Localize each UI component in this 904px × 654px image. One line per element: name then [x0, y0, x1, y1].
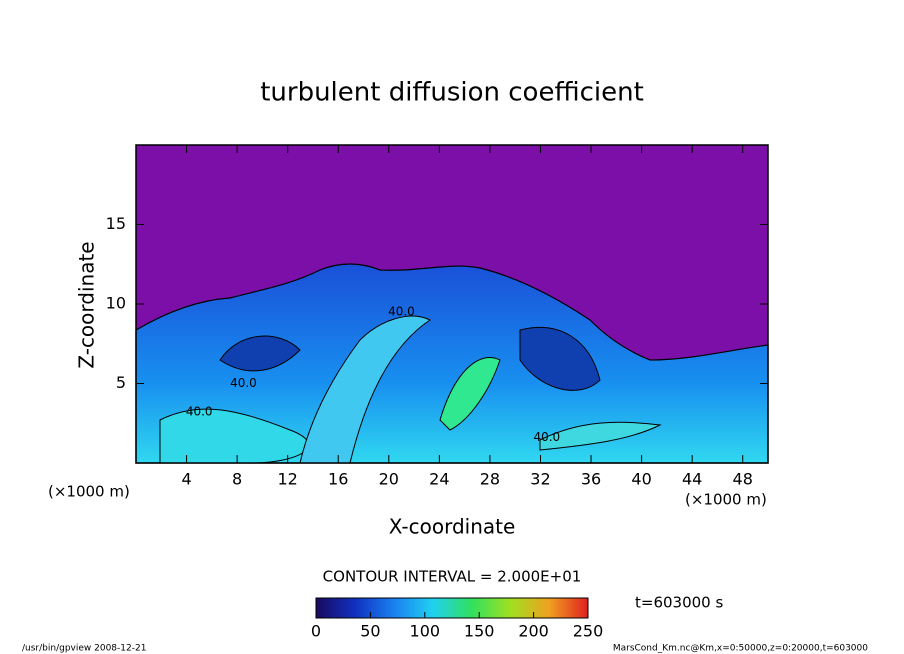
x-tick-label: 32: [530, 470, 550, 489]
y-axis-label: Z-coordinate: [75, 241, 99, 368]
x-tick-label: 24: [429, 470, 449, 489]
x-unit: (×1000 m): [685, 491, 767, 509]
x-axis-label: X-coordinate: [389, 515, 516, 539]
field-detail: [519, 326, 601, 391]
x-tick-label: 20: [379, 470, 399, 489]
x-tick-label: 36: [581, 470, 601, 489]
colorbar-tick-label: 200: [518, 622, 549, 641]
field-detail: [539, 421, 662, 451]
time-label: t=603000 s: [635, 594, 723, 612]
y-unit: (×1000 m): [48, 483, 130, 501]
colorbar: [315, 597, 589, 619]
contour-label: 40.0: [388, 304, 415, 318]
x-tick-label: 4: [181, 470, 191, 489]
colorbar-tick-label: 0: [311, 622, 321, 641]
contour-label: 40.0: [186, 405, 213, 419]
field-detail: [299, 315, 431, 464]
y-tick-label: 5: [116, 373, 126, 392]
field-detail: [439, 357, 501, 431]
field: [135, 263, 769, 464]
x-tick-label: 12: [278, 470, 298, 489]
y-tick-label: 10: [106, 294, 126, 313]
colorbar-tick-label: 50: [360, 622, 380, 641]
x-tick-label: 48: [733, 470, 753, 489]
x-tick-label: 8: [232, 470, 242, 489]
y-tick-label: 15: [106, 214, 126, 233]
colorbar-tick-label: 250: [573, 622, 604, 641]
footer-left: /usr/bin/gpview 2008-12-21: [22, 644, 146, 654]
colorbar-tick-label: 100: [410, 622, 441, 641]
x-tick-label: 44: [682, 470, 702, 489]
chart-title: turbulent diffusion coefficient: [260, 78, 644, 108]
contour-interval: CONTOUR INTERVAL = 2.000E+01: [323, 568, 582, 586]
field-detail: [219, 335, 301, 372]
contour-label: 40.0: [533, 430, 560, 444]
x-tick-label: 40: [631, 470, 651, 489]
footer-right: MarsCond_Km.nc@Km,x=0:50000,z=0:20000,t=…: [613, 644, 868, 654]
x-tick-label: 16: [328, 470, 348, 489]
x-tick-label: 28: [480, 470, 500, 489]
colorbar-tick-label: 150: [464, 622, 495, 641]
field-region: [135, 263, 769, 464]
field-detail: [159, 408, 310, 464]
contour-label: 40.0: [230, 376, 257, 390]
